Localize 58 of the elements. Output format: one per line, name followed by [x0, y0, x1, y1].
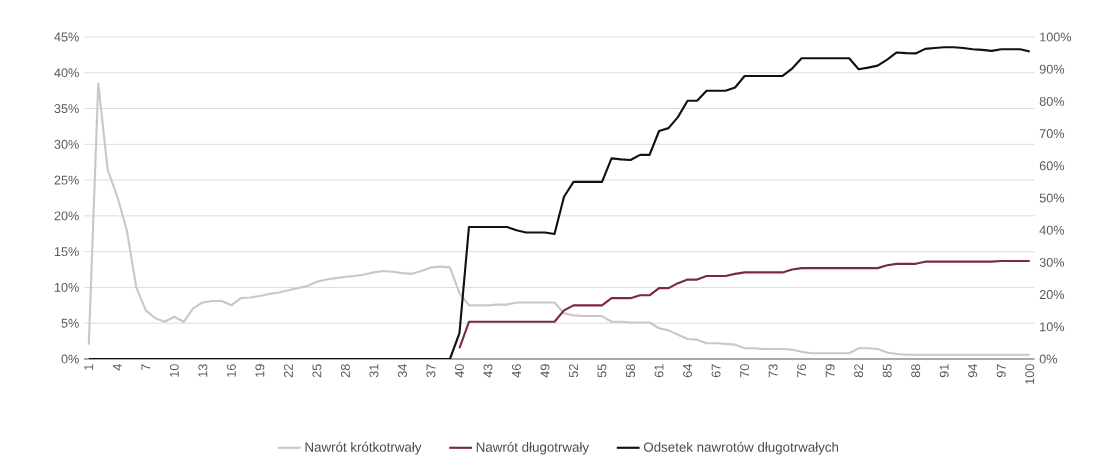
x-tick-label: 28 — [340, 364, 350, 378]
x-tick-label: 46 — [512, 364, 521, 378]
y-tick-label: 25% — [54, 175, 79, 185]
x-tick-label: 40 — [454, 364, 464, 378]
y2-tick-label: 70% — [1039, 129, 1065, 139]
y2-tick-label: 90% — [1039, 64, 1065, 74]
y2-tick-label: 0% — [1039, 354, 1058, 364]
x-tick-label: 85 — [882, 364, 892, 378]
y-tick-label: 10% — [54, 282, 79, 292]
y-tick-label: 45% — [54, 32, 79, 42]
x-tick-label: 79 — [825, 364, 835, 378]
x-tick-label: 55 — [597, 364, 607, 378]
x-tick-label: 61 — [654, 364, 664, 378]
x-tick-label: 91 — [939, 364, 949, 378]
x-tick-label: 13 — [198, 364, 208, 377]
x-tick-label: 64 — [683, 364, 693, 378]
x-tick-label: 73 — [768, 364, 778, 378]
x-tick-label: 1 — [84, 364, 94, 370]
x-tick-label: 58 — [626, 364, 636, 378]
y-tick-label: 15% — [54, 247, 79, 257]
x-tick-label: 67 — [711, 364, 721, 378]
x-tick-label: 82 — [854, 364, 864, 378]
x-tick-label: 100 — [1025, 364, 1035, 384]
legend-label: Odsetek nawrotów długotrwałych — [643, 441, 839, 455]
y-tick-label: 30% — [54, 139, 79, 149]
x-tick-label: 31 — [369, 364, 379, 378]
x-tick-label: 16 — [226, 364, 236, 377]
x-tick-label: 94 — [968, 364, 978, 378]
x-tick-label: 70 — [740, 364, 750, 378]
y2-tick-label: 100% — [1040, 32, 1072, 42]
y2-tick-label: 50% — [1039, 193, 1065, 203]
legend-label: Nawrót krótkotrwały — [305, 441, 422, 455]
x-tick-label: 4 — [112, 364, 122, 371]
x-tick-label: 76 — [797, 364, 807, 378]
x-tick-label: 22 — [283, 364, 293, 378]
y-tick-label: 35% — [54, 104, 79, 114]
y-tick-label: 0% — [61, 354, 79, 364]
y2-tick-label: 10% — [1040, 322, 1065, 332]
x-tick-label: 25 — [312, 364, 322, 378]
y-tick-label: 5% — [61, 318, 79, 328]
x-tick-label: 19 — [255, 364, 265, 377]
y2-tick-label: 30% — [1039, 257, 1065, 267]
y2-tick-label: 40% — [1039, 225, 1065, 235]
x-tick-label: 34 — [397, 364, 407, 378]
y2-tick-label: 60% — [1039, 161, 1065, 171]
x-tick-label: 43 — [483, 364, 493, 378]
y2-tick-label: 80% — [1039, 96, 1065, 106]
x-tick-label: 97 — [996, 364, 1006, 378]
x-tick-label: 37 — [426, 364, 436, 378]
x-tick-label: 7 — [141, 364, 151, 371]
y-tick-label: 40% — [54, 68, 79, 78]
y-tick-label: 20% — [54, 211, 79, 221]
y2-tick-label: 20% — [1039, 290, 1065, 300]
legend-label: Nawrót długotrwały — [476, 441, 590, 455]
x-tick-label: 10 — [169, 364, 179, 377]
x-tick-label: 49 — [540, 364, 550, 378]
x-tick-label: 52 — [569, 364, 578, 378]
x-tick-label: 88 — [911, 364, 921, 378]
